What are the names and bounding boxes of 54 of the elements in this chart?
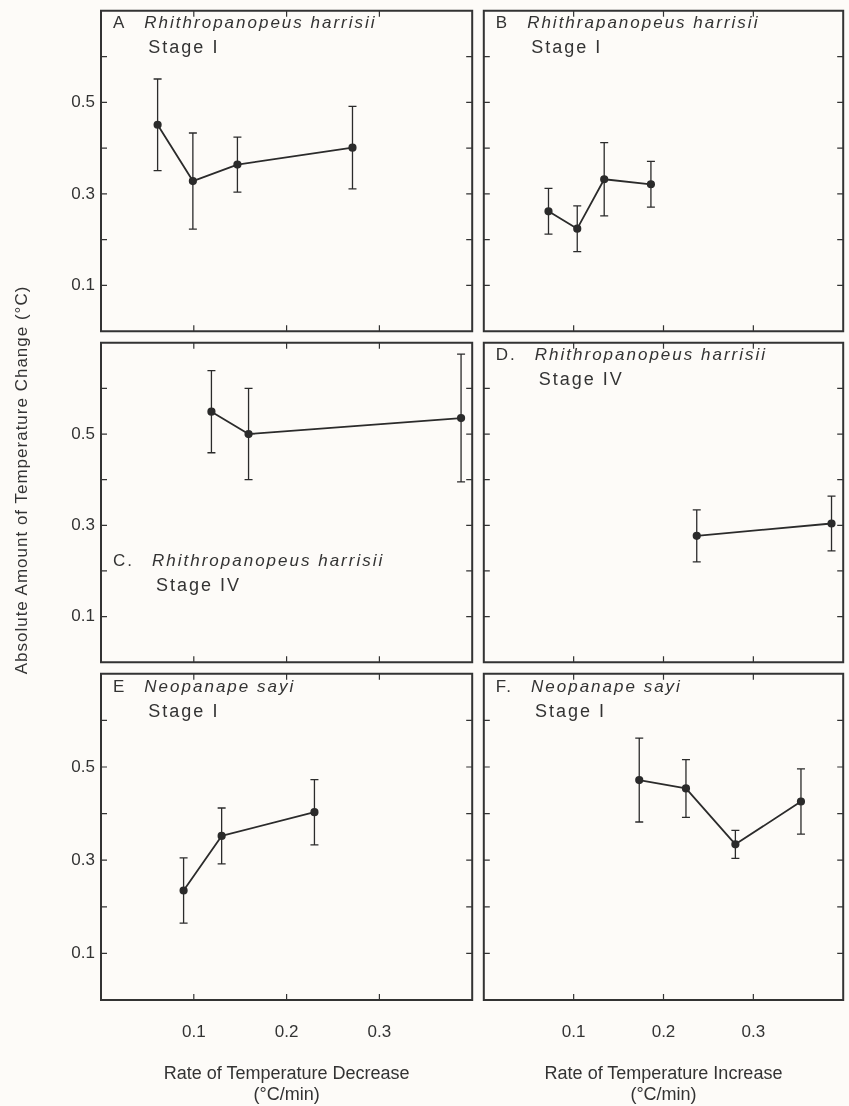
annotation: Rhithropanopeus harrisii (144, 13, 377, 33)
x-tick-label: 0.3 (367, 1021, 392, 1041)
y-tick-label: 0.5 (71, 92, 95, 112)
point (217, 831, 226, 841)
annotation: Stage IV (538, 369, 624, 390)
annotation: Rhithropanopeus harrisii (534, 345, 768, 365)
point (456, 413, 466, 423)
point (188, 176, 197, 186)
y-tick-label: 0.1 (71, 275, 95, 295)
y-tick-label: 0.1 (71, 606, 95, 626)
annotation: C. (113, 551, 134, 571)
y-tick-label: 0.5 (71, 423, 95, 443)
annotation: A (113, 13, 127, 33)
x-axis-title: Rate of Temperature Increase (°C/min) (544, 1062, 783, 1105)
point (573, 224, 582, 233)
y-tick-label: 0.3 (71, 515, 95, 534)
point (310, 808, 319, 817)
point (635, 775, 644, 785)
point (179, 886, 188, 895)
y-axis-title: Absolute Amount of Temperature Change (°C) (12, 285, 32, 675)
point (544, 207, 553, 216)
y-tick-label: 0.5 (71, 756, 95, 776)
y-tick-label: 0.3 (71, 849, 95, 869)
point (244, 429, 253, 439)
x-tick-label: 0.2 (651, 1021, 676, 1041)
annotation: D. (495, 345, 517, 365)
x-tick-label: 0.2 (274, 1021, 299, 1041)
annotation: Neopanape sayi (144, 676, 296, 696)
point (646, 180, 656, 189)
point (600, 175, 609, 184)
x-axis-title: Rate of Temperature Decrease (°C/min) (163, 1062, 410, 1105)
point (233, 160, 242, 169)
x-tick-label: 0.3 (741, 1021, 766, 1041)
y-tick-label: 0.3 (71, 183, 95, 203)
point (207, 407, 216, 416)
annotation: Neopanape sayi (531, 676, 682, 696)
annotation: Stage I (148, 37, 220, 58)
point (153, 120, 162, 129)
annotation: Stage I (535, 700, 607, 721)
x-tick-label: 0.1 (181, 1021, 206, 1041)
annotation: Rhithrapanopeus harrisii (527, 13, 760, 33)
annotation: Stage I (148, 700, 220, 721)
point (348, 143, 357, 152)
annotation: Stage I (531, 37, 603, 58)
point (731, 840, 740, 849)
x-tick-label: 0.1 (561, 1021, 586, 1041)
point (796, 797, 806, 806)
annotation: Stage IV (156, 575, 242, 596)
annotation: B (495, 13, 510, 33)
annotation: F. (495, 676, 514, 696)
annotation: E (113, 676, 127, 696)
point (681, 784, 691, 793)
y-tick-label: 0.1 (71, 943, 95, 963)
annotation: Rhithropanopeus harrisii (152, 551, 385, 571)
